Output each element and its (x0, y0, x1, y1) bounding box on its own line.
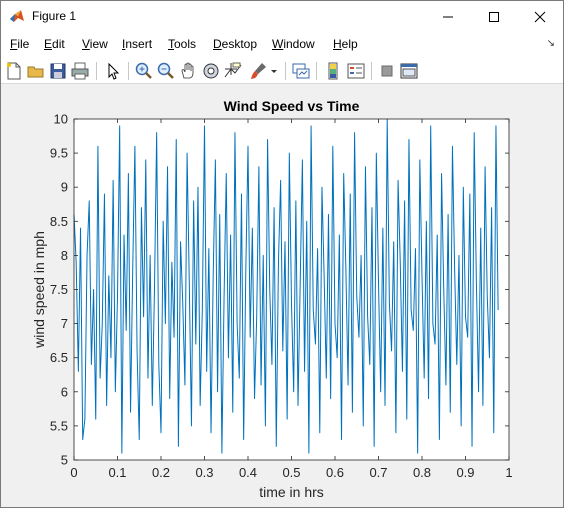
x-tick-label: 0.7 (369, 465, 387, 480)
edit-plot-arrow-icon[interactable] (103, 61, 123, 81)
x-tick-label: 0.4 (239, 465, 257, 480)
y-tick-label: 6.5 (50, 350, 68, 365)
pan-hand-icon[interactable] (178, 61, 198, 81)
y-axis-label: wind speed in mph (31, 231, 47, 349)
toolbar-separator (128, 62, 129, 80)
y-tick-label: 9.5 (50, 146, 68, 161)
brush-dropdown-icon[interactable] (269, 61, 279, 81)
toolbar-separator (371, 62, 372, 80)
x-tick-label: 0.3 (195, 465, 213, 480)
y-tick-label: 6 (61, 384, 68, 399)
menu-bar: File Edit View Insert Tools Desktop Wind… (1, 32, 563, 58)
menu-edit[interactable]: Edit (44, 37, 65, 51)
x-tick-label: 0.1 (108, 465, 126, 480)
show-plot-tools-icon[interactable] (399, 61, 419, 81)
close-button[interactable] (517, 1, 563, 32)
title-bar[interactable]: Figure 1 (1, 1, 563, 32)
figure-canvas: 0 0.1 0.2 0.3 0.4 0.5 0.6 0.7 0.8 0.9 1 5 5.5 6 6.5 7 7.… (1, 85, 563, 507)
y-tick-label: 9 (61, 180, 68, 195)
menu-tools[interactable]: Tools (168, 37, 197, 51)
rotate-3d-icon[interactable] (201, 61, 221, 81)
maximize-icon (489, 11, 499, 22)
x-tick-label: 0.2 (152, 465, 170, 480)
zoom-in-icon[interactable] (134, 61, 154, 81)
link-plot-icon[interactable] (291, 61, 311, 81)
hide-plot-tools-icon[interactable] (377, 61, 397, 81)
insert-legend-icon[interactable] (346, 61, 366, 81)
wind-speed-series-line[interactable] (73, 118, 499, 454)
brush-icon[interactable] (248, 61, 268, 81)
minimize-button[interactable] (425, 1, 471, 32)
zoom-out-icon[interactable] (156, 61, 176, 81)
menu-help[interactable]: Help (333, 37, 358, 51)
new-figure-icon[interactable] (4, 61, 24, 81)
y-tick-label: 8 (61, 248, 68, 263)
toolbar-separator (285, 62, 286, 80)
x-axis-label: time in hrs (259, 484, 324, 500)
menu-desktop[interactable]: Desktop (213, 37, 258, 51)
x-tick-label: 0.8 (413, 465, 431, 480)
toolbar-separator (316, 62, 317, 80)
x-tick-label: 0.5 (282, 465, 300, 480)
save-icon[interactable] (48, 61, 68, 81)
menu-view[interactable]: View (82, 37, 108, 51)
menu-insert[interactable]: Insert (122, 37, 153, 51)
insert-colorbar-icon[interactable] (323, 61, 343, 81)
figure-toolbar (1, 58, 563, 84)
window-title: Figure 1 (32, 9, 77, 23)
menu-file[interactable]: File (10, 37, 30, 51)
x-tick-label: 1 (505, 465, 512, 480)
print-icon[interactable] (70, 61, 90, 81)
y-tick-label: 5.5 (50, 418, 68, 433)
data-cursor-icon[interactable] (223, 61, 243, 81)
x-tick-label: 0.6 (326, 465, 344, 480)
wind-speed-line-chart[interactable]: 0 0.1 0.2 0.3 0.4 0.5 0.6 0.7 0.8 0.9 1 5 5.5 6 6.5 7 7.… (1, 85, 563, 507)
menu-window[interactable]: Window (272, 37, 315, 51)
y-tick-label: 8.5 (50, 214, 68, 229)
y-tick-label: 5 (61, 453, 68, 468)
minimize-icon (443, 16, 453, 17)
close-icon (534, 11, 546, 22)
x-tick-label: 0.9 (456, 465, 474, 480)
toolbar-separator (96, 62, 97, 80)
y-tick-label: 7 (61, 316, 68, 331)
matlab-logo-icon (10, 10, 24, 22)
y-tick-label: 7.5 (50, 282, 68, 297)
dock-arrow-icon[interactable]: ↘ (546, 38, 555, 49)
maximize-button[interactable] (471, 1, 517, 32)
chart-title: Wind Speed vs Time (224, 98, 360, 114)
open-file-icon[interactable] (26, 61, 46, 81)
x-tick-label: 0 (70, 465, 77, 480)
y-tick-label: 10 (54, 112, 68, 127)
